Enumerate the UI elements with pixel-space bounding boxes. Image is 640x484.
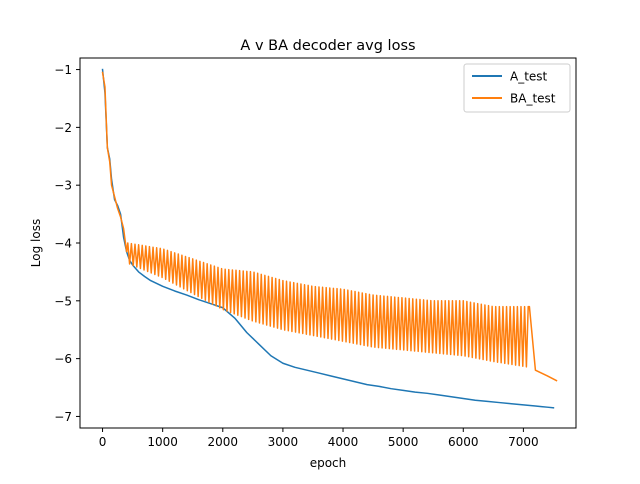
- x-tick-label: 2000: [208, 435, 239, 449]
- x-axis-ticks: 0 1000 2000 3000 4000 5000 6000 7000: [99, 428, 539, 449]
- y-tick-label: −1: [54, 63, 72, 77]
- legend: A_test BA_test: [463, 63, 571, 113]
- y-tick-label: −4: [54, 237, 72, 251]
- plot-lines: [101, 68, 558, 409]
- legend-label-a-test: A_test: [510, 70, 548, 84]
- x-tick-label: 6000: [448, 435, 479, 449]
- series-line-ba-test: [101, 71, 558, 382]
- x-tick-label: 4000: [328, 435, 359, 449]
- y-tick-label: −5: [54, 294, 72, 308]
- x-tick-label: 1000: [147, 435, 178, 449]
- y-axis-label: Log loss: [29, 219, 43, 267]
- y-tick-label: −7: [54, 410, 72, 424]
- y-axis-ticks: −1 −2 −3 −4 −5 −6 −7: [54, 63, 80, 424]
- x-tick-label: 0: [99, 435, 107, 449]
- series-line-a-test: [101, 68, 555, 409]
- chart-title: A v BA decoder avg loss: [240, 38, 415, 54]
- legend-label-ba-test: BA_test: [510, 92, 556, 106]
- x-axis-label: epoch: [310, 456, 347, 470]
- y-tick-label: −3: [54, 179, 72, 193]
- x-tick-label: 7000: [508, 435, 539, 449]
- x-tick-label: 3000: [268, 435, 299, 449]
- x-tick-label: 5000: [388, 435, 419, 449]
- y-tick-label: −6: [54, 352, 72, 366]
- y-tick-label: −2: [54, 121, 72, 135]
